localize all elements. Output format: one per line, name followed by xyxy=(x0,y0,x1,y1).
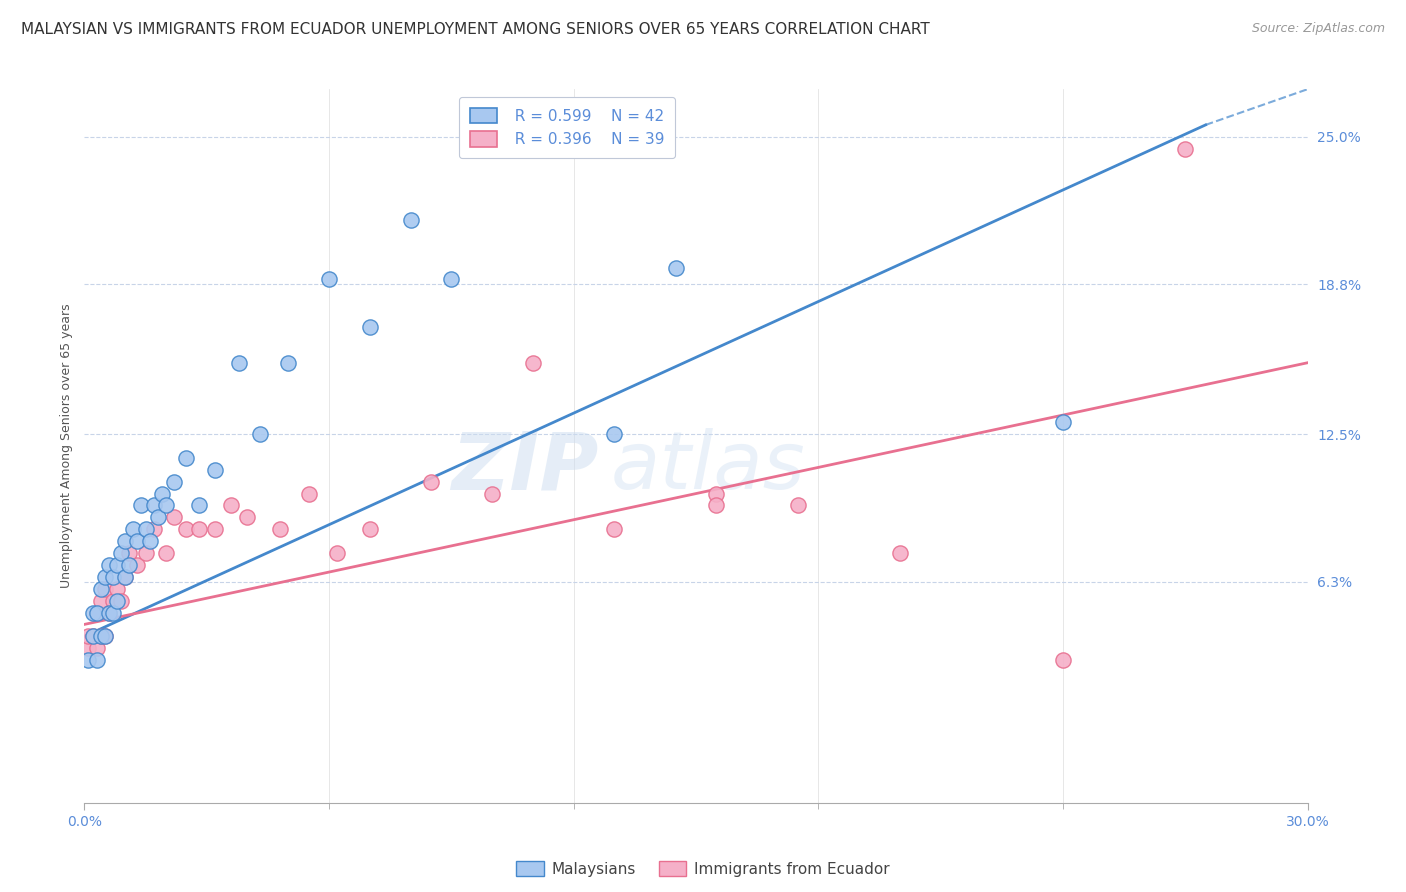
Point xyxy=(326,546,349,560)
Point xyxy=(93,582,115,596)
Point xyxy=(97,558,120,572)
Point xyxy=(86,653,108,667)
Point xyxy=(187,522,209,536)
Text: atlas: atlas xyxy=(610,428,806,507)
Point xyxy=(204,522,226,536)
Point xyxy=(399,213,422,227)
Point xyxy=(155,546,177,560)
Point xyxy=(82,629,104,643)
Point xyxy=(118,558,141,572)
Point xyxy=(86,606,108,620)
Point xyxy=(93,570,115,584)
Point xyxy=(114,570,136,584)
Point xyxy=(86,641,108,656)
Text: ZIP: ZIP xyxy=(451,428,598,507)
Point xyxy=(90,629,112,643)
Point xyxy=(1174,142,1197,156)
Point xyxy=(249,427,271,442)
Point xyxy=(704,499,728,513)
Point xyxy=(142,522,165,536)
Point xyxy=(118,546,141,560)
Point xyxy=(298,486,321,500)
Point xyxy=(105,593,128,607)
Point xyxy=(204,463,226,477)
Point xyxy=(155,499,177,513)
Point xyxy=(114,534,136,549)
Point xyxy=(82,629,104,643)
Point xyxy=(174,450,197,465)
Point xyxy=(440,272,463,286)
Point xyxy=(163,475,186,489)
Point xyxy=(359,522,381,536)
Point xyxy=(135,522,157,536)
Point xyxy=(603,427,626,442)
Point xyxy=(359,320,381,334)
Point xyxy=(114,570,136,584)
Point xyxy=(82,606,104,620)
Point xyxy=(127,534,149,549)
Point xyxy=(105,558,128,572)
Point xyxy=(187,499,209,513)
Text: Source: ZipAtlas.com: Source: ZipAtlas.com xyxy=(1251,22,1385,36)
Point xyxy=(269,522,291,536)
Point xyxy=(77,629,100,643)
Point xyxy=(146,510,169,524)
Point xyxy=(101,593,124,607)
Point xyxy=(90,629,112,643)
Legend:   R = 0.599    N = 42,   R = 0.396    N = 39: R = 0.599 N = 42, R = 0.396 N = 39 xyxy=(458,97,675,158)
Point xyxy=(131,499,153,513)
Point xyxy=(1052,653,1074,667)
Point xyxy=(163,510,186,524)
Point xyxy=(110,546,132,560)
Point xyxy=(135,546,157,560)
Point xyxy=(90,593,112,607)
Point xyxy=(122,522,145,536)
Point xyxy=(603,522,626,536)
Point xyxy=(277,356,299,370)
Point xyxy=(1052,415,1074,429)
Y-axis label: Unemployment Among Seniors over 65 years: Unemployment Among Seniors over 65 years xyxy=(60,303,73,589)
Point xyxy=(522,356,544,370)
Point xyxy=(93,629,115,643)
Point xyxy=(127,558,149,572)
Point xyxy=(86,606,108,620)
Point xyxy=(90,582,112,596)
Point xyxy=(664,260,686,275)
Point xyxy=(787,499,810,513)
Point xyxy=(110,593,132,607)
Point xyxy=(174,522,197,536)
Point xyxy=(481,486,503,500)
Point xyxy=(150,486,173,500)
Point xyxy=(236,510,259,524)
Point xyxy=(889,546,911,560)
Point xyxy=(105,582,128,596)
Point xyxy=(97,606,120,620)
Point xyxy=(101,570,124,584)
Point xyxy=(704,486,728,500)
Point xyxy=(228,356,250,370)
Point xyxy=(93,629,115,643)
Point xyxy=(420,475,443,489)
Point xyxy=(77,653,100,667)
Point xyxy=(142,499,165,513)
Text: MALAYSIAN VS IMMIGRANTS FROM ECUADOR UNEMPLOYMENT AMONG SENIORS OVER 65 YEARS CO: MALAYSIAN VS IMMIGRANTS FROM ECUADOR UNE… xyxy=(21,22,929,37)
Point xyxy=(219,499,242,513)
Point xyxy=(318,272,340,286)
Legend: Malaysians, Immigrants from Ecuador: Malaysians, Immigrants from Ecuador xyxy=(509,853,897,884)
Point xyxy=(138,534,160,549)
Point xyxy=(97,606,120,620)
Point xyxy=(101,606,124,620)
Point xyxy=(77,641,100,656)
